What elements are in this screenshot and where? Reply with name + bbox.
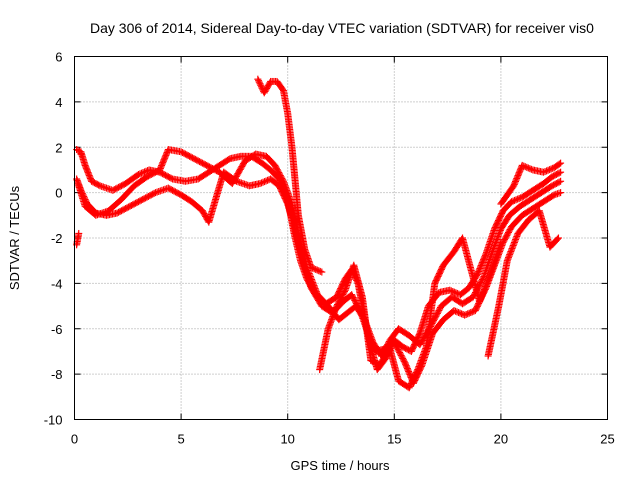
plus-marker [450, 288, 458, 296]
y-tick-label: 6 [55, 50, 62, 65]
plus-marker [136, 170, 144, 178]
plus-marker [462, 310, 470, 318]
plus-marker [257, 83, 265, 91]
plus-marker [557, 168, 565, 176]
plus-marker [255, 78, 263, 86]
plus-marker [95, 181, 103, 189]
plus-marker [508, 198, 516, 206]
plus-marker [255, 77, 263, 85]
plus-marker [452, 307, 460, 315]
plus-marker [467, 309, 475, 317]
plus-marker [256, 180, 264, 188]
plus-marker [447, 287, 455, 295]
plus-marker [509, 197, 517, 205]
plus-marker [515, 194, 523, 202]
plus-marker [455, 309, 463, 317]
data-points [73, 75, 565, 392]
plus-marker [456, 309, 464, 317]
plus-marker [514, 195, 522, 203]
plus-marker [256, 80, 264, 88]
x-tick-labels: 0 5 10 15 20 25 [71, 432, 615, 447]
plus-marker [512, 196, 520, 204]
grid-lines [74, 56, 608, 420]
x-tick-label: 0 [71, 432, 78, 447]
plus-marker [458, 310, 466, 318]
plus-marker [464, 310, 472, 318]
x-tick-label: 5 [177, 432, 184, 447]
x-tick-label: 10 [280, 432, 294, 447]
chart-title: Day 306 of 2014, Sidereal Day-to-day VTE… [90, 20, 594, 36]
plus-marker [450, 307, 458, 315]
plus-marker [138, 169, 146, 177]
plus-marker [254, 75, 262, 83]
plus-marker [449, 287, 457, 295]
y-tick-labels: -10 -8 -6 -4 -2 0 2 4 6 [44, 50, 63, 428]
y-tick-label: -8 [51, 367, 63, 382]
plus-marker [167, 174, 175, 182]
plus-marker [262, 177, 270, 185]
plus-marker [453, 308, 461, 316]
y-tick-label: -4 [51, 276, 63, 291]
plus-marker [150, 189, 158, 197]
plus-marker [139, 169, 147, 177]
x-tick-label: 20 [494, 432, 508, 447]
plus-marker [557, 189, 565, 197]
y-tick-label: -10 [44, 413, 63, 428]
plus-marker [452, 289, 460, 297]
plus-marker [279, 176, 287, 184]
plus-marker [259, 178, 267, 186]
y-tick-label: 2 [55, 140, 62, 155]
plus-marker [481, 251, 489, 259]
plus-marker [557, 177, 565, 185]
y-tick-label: 0 [55, 186, 62, 201]
plus-marker [257, 81, 265, 89]
plus-marker [142, 167, 150, 175]
y-tick-label: -2 [51, 231, 63, 246]
plus-marker [511, 196, 519, 204]
plus-marker [141, 168, 149, 176]
y-tick-label: 4 [55, 95, 62, 110]
x-tick-label: 25 [600, 432, 614, 447]
plus-marker [446, 286, 454, 294]
plus-marker [468, 308, 476, 316]
plus-marker [555, 178, 563, 186]
plus-marker [479, 274, 487, 282]
plus-marker [261, 178, 269, 186]
plus-marker [555, 169, 563, 177]
y-tick-label: -6 [51, 322, 63, 337]
x-tick-label: 15 [387, 432, 401, 447]
plus-marker [258, 179, 266, 187]
plus-marker [461, 311, 469, 319]
plus-marker [465, 309, 473, 317]
plus-marker [134, 170, 142, 178]
